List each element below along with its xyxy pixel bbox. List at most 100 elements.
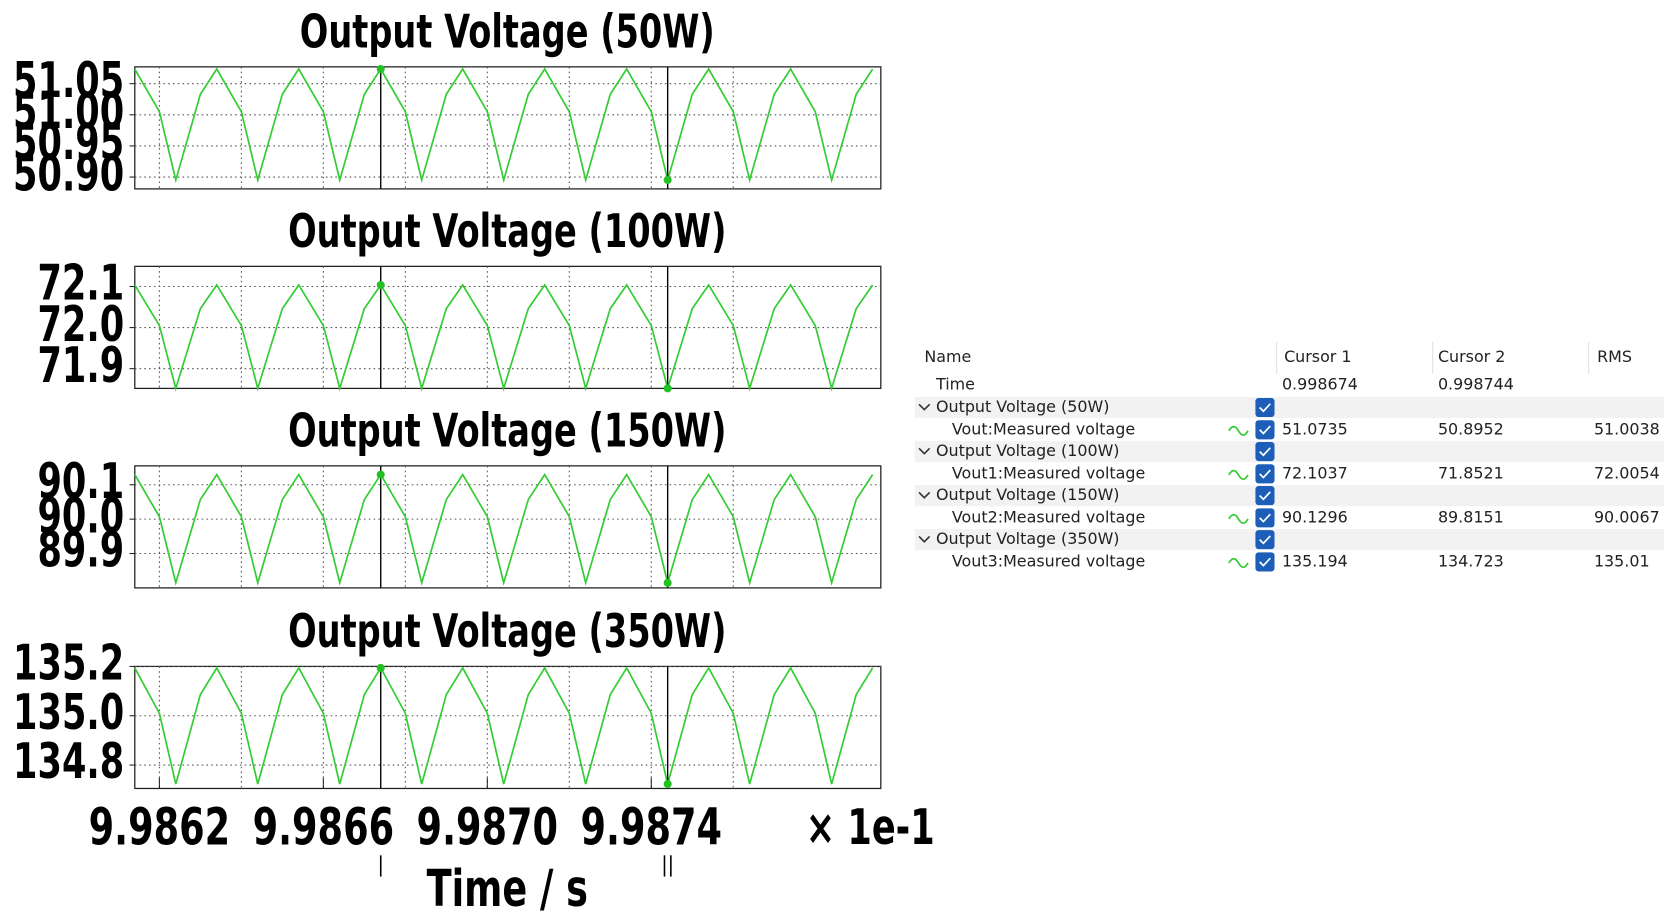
y-tick-label-group: 90.1 — [37, 454, 124, 510]
chart-title: Output Voltage (350W) — [288, 604, 726, 659]
cell-value: 90.0067 — [1594, 507, 1660, 526]
x-axis-label: Time / s — [427, 860, 588, 919]
checkbox[interactable] — [1255, 530, 1275, 550]
y-tick-label-group: 134.8 — [13, 735, 124, 791]
cursor-point — [663, 578, 672, 587]
y-tick-label: 51.05 — [13, 53, 124, 109]
column-header: RMS — [1597, 347, 1632, 366]
checkmark — [1259, 535, 1271, 545]
cell-value: 51.0735 — [1282, 419, 1348, 438]
cell-value: 89.8151 — [1438, 507, 1504, 526]
cursor-point — [376, 470, 385, 479]
expand-chevron[interactable] — [918, 403, 931, 411]
checkbox[interactable] — [1255, 552, 1275, 572]
series-line — [134, 67, 874, 184]
x-tick-label: 9.9866 — [253, 799, 395, 858]
series-line — [134, 472, 874, 586]
cell-value: 134.723 — [1438, 551, 1504, 570]
y-tick-label: 90.1 — [37, 454, 124, 510]
y-tick-label: 90.0 — [37, 489, 124, 545]
y-tick-label-group: 89.9 — [37, 523, 124, 579]
checkmark — [1259, 425, 1271, 435]
chart-title: Output Voltage (150W) — [288, 403, 726, 458]
cell-value: 50.8952 — [1438, 419, 1504, 438]
cursor-point — [663, 176, 672, 185]
x-tick-label: 9.9862 — [89, 799, 231, 858]
signal-icon — [1228, 557, 1249, 569]
group-row-bg — [914, 529, 1664, 551]
signal-name: Vout:Measured voltage — [952, 419, 1135, 438]
chart-title-group: Output Voltage (100W) — [288, 204, 726, 259]
expand-chevron[interactable] — [918, 491, 931, 499]
column-header: Cursor 1 — [1284, 347, 1351, 366]
y-tick-label-group: 72.1 — [37, 256, 124, 312]
y-tick-label: 50.90 — [13, 147, 124, 203]
checkmark — [1259, 557, 1271, 567]
cell-value: 135.01 — [1594, 551, 1650, 570]
x-tick-label: 9.9870 — [417, 799, 559, 858]
y-tick-label-group: 51.00 — [13, 84, 124, 140]
chart-title: Output Voltage (50W) — [300, 4, 715, 59]
checkmark — [1259, 469, 1271, 479]
chart-title-group: Output Voltage (150W) — [288, 403, 726, 458]
y-tick-label-group: 50.95 — [13, 116, 124, 172]
checkbox[interactable] — [1255, 441, 1275, 462]
signal-icon — [1228, 513, 1249, 525]
y-tick-label: 72.1 — [37, 256, 124, 312]
expand-chevron[interactable] — [918, 535, 931, 543]
cursor-point — [663, 780, 672, 789]
checkmark — [1259, 447, 1271, 457]
cursor-point — [376, 280, 385, 290]
cursor-point — [663, 384, 672, 393]
y-tick-label: 135.2 — [13, 636, 124, 692]
expand-chevron[interactable] — [918, 447, 931, 455]
series-line — [134, 666, 874, 785]
checkbox[interactable] — [1255, 397, 1275, 418]
x-scale-label-group: × 1e-1 — [806, 801, 935, 857]
checkmark — [1259, 513, 1271, 523]
y-tick-label: 50.95 — [13, 116, 124, 172]
cursor-point — [376, 663, 385, 672]
y-tick-label: 51.00 — [13, 84, 124, 140]
x-tick-label-group: 9.9870 — [417, 799, 559, 858]
group-name: Output Voltage (50W) — [936, 397, 1109, 416]
group-name: Output Voltage (150W) — [936, 485, 1120, 504]
cell-value: 72.1037 — [1282, 463, 1348, 482]
y-tick-label-group: 50.90 — [13, 147, 124, 203]
group-row-bg — [914, 396, 1664, 419]
checkbox[interactable] — [1255, 508, 1275, 528]
y-tick-label-group: 90.0 — [37, 489, 124, 545]
signal-name: Vout3:Measured voltage — [952, 551, 1145, 570]
signal-icon — [1228, 425, 1249, 436]
signal-name: Vout2:Measured voltage — [952, 507, 1145, 526]
x-scale-label: × 1e-1 — [806, 801, 935, 857]
series-line — [134, 283, 874, 392]
cell-value: 71.8521 — [1438, 463, 1504, 482]
column-header: Name — [924, 347, 971, 366]
plot-area — [134, 66, 882, 190]
y-tick-label-group: 51.05 — [13, 53, 124, 109]
group-name: Output Voltage (350W) — [936, 529, 1120, 548]
checkmark — [1259, 403, 1271, 413]
row-name: Time — [935, 375, 975, 394]
cursor-point — [376, 65, 385, 74]
y-tick-label-group: 72.0 — [37, 297, 124, 353]
checkbox[interactable] — [1255, 420, 1275, 440]
y-tick-label-group: 71.9 — [37, 338, 124, 394]
signal-icon — [1228, 469, 1249, 480]
x-tick-label-group: 9.9866 — [253, 799, 395, 858]
y-tick-label: 71.9 — [37, 338, 124, 394]
y-tick-label-group: 135.2 — [13, 636, 124, 692]
cell-value: 135.194 — [1282, 551, 1348, 570]
x-tick-label: 9.9874 — [581, 799, 723, 858]
y-tick-label: 135.0 — [13, 685, 124, 741]
cell-value: 90.1296 — [1282, 507, 1348, 526]
checkbox[interactable] — [1255, 464, 1275, 484]
signal-name: Vout1:Measured voltage — [952, 463, 1145, 482]
chart-title: Output Voltage (100W) — [288, 204, 726, 259]
x-tick-label-group: 9.9874 — [581, 799, 723, 858]
group-row-bg — [914, 484, 1664, 507]
checkbox[interactable] — [1255, 486, 1275, 506]
